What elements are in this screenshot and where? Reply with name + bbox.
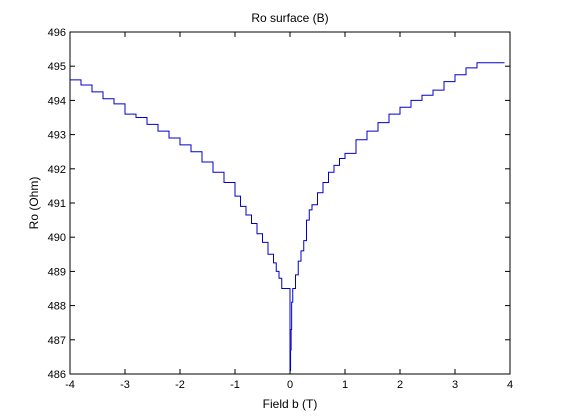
y-tick-label: 490	[48, 232, 66, 244]
y-tick-label: 486	[48, 369, 66, 381]
y-tick-label: 492	[48, 164, 66, 176]
y-tick-label: 495	[48, 61, 66, 73]
x-tick-label: 2	[397, 379, 403, 391]
y-tick-label: 496	[48, 27, 66, 39]
y-axis-label: Ro (Ohm)	[27, 177, 41, 230]
x-tick-label: 1	[342, 379, 348, 391]
x-tick-label: 4	[507, 379, 513, 391]
y-tick-label: 491	[48, 198, 66, 210]
tick-labels: -4 -3 -2 -1 0 1 2 3 4 486 487 488 489 490 491 492 493 494…	[48, 27, 513, 391]
y-tick-label: 494	[48, 95, 66, 107]
y-tick-label: 487	[48, 335, 66, 347]
x-tick-label: -4	[65, 379, 75, 391]
x-tick-label: 0	[287, 379, 293, 391]
x-tick-label: -2	[175, 379, 185, 391]
series-line	[70, 62, 505, 372]
axis-ticks	[69, 31, 511, 375]
x-tick-label: 3	[452, 379, 458, 391]
x-tick-label: -1	[230, 379, 240, 391]
y-tick-label: 488	[48, 301, 66, 313]
y-tick-label: 493	[48, 130, 66, 142]
y-tick-label: 489	[48, 266, 66, 278]
chart-title: Ro surface (B)	[251, 11, 328, 25]
x-tick-label: -3	[120, 379, 130, 391]
x-axis-label: Field b (T)	[263, 397, 318, 411]
